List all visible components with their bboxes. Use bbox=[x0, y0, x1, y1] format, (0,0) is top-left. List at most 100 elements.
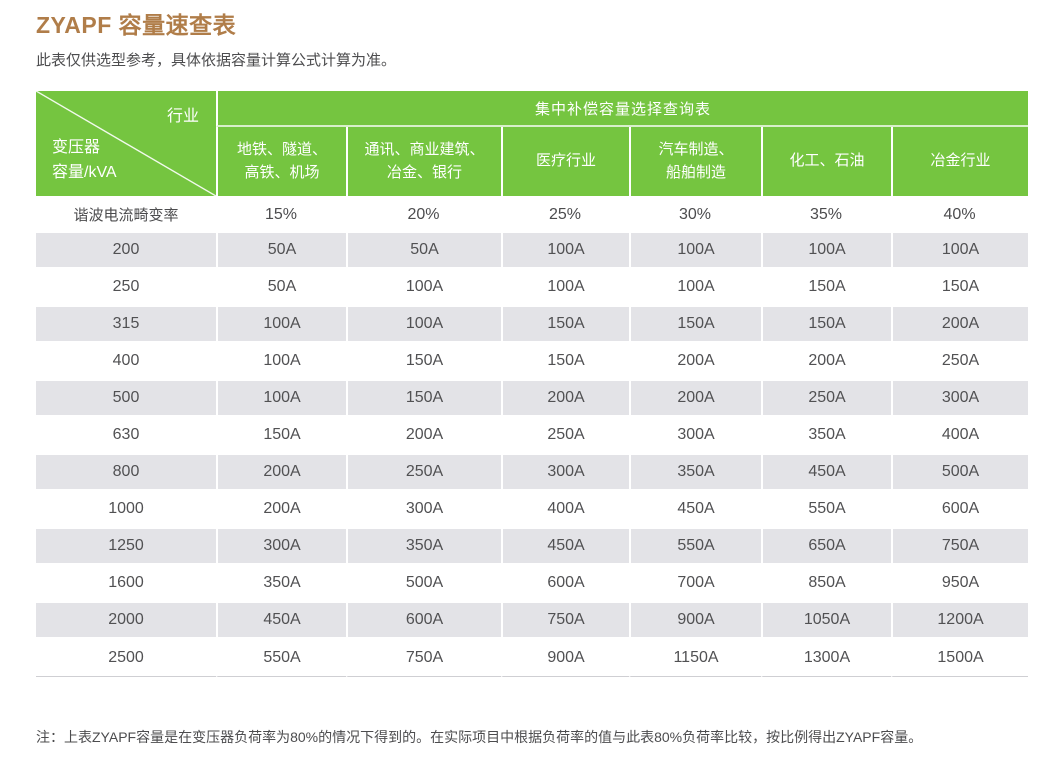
capacity-cell: 350A bbox=[629, 455, 761, 492]
distortion-value: 30% bbox=[629, 196, 761, 233]
column-header-line: 医疗行业 bbox=[535, 152, 596, 170]
corner-transformer-line1: 变压器 bbox=[52, 139, 101, 157]
capacity-cell: 200A bbox=[629, 344, 761, 381]
table-row: 2500 550A 750A 900A 1150A 1300A 1500A bbox=[36, 640, 1029, 677]
capacity-cell: 100A bbox=[501, 270, 629, 307]
table-row: 500 100A 150A 200A 200A 250A 300A bbox=[36, 381, 1029, 418]
kva-cell: 1000 bbox=[36, 492, 216, 529]
capacity-cell: 600A bbox=[346, 603, 501, 640]
capacity-cell: 450A bbox=[501, 529, 629, 566]
capacity-cell: 350A bbox=[761, 418, 891, 455]
kva-cell: 200 bbox=[36, 233, 216, 270]
header-banner-row: 行业 变压器 容量/kVA 集中补偿容量选择查询表 bbox=[36, 91, 1029, 196]
capacity-cell: 750A bbox=[501, 603, 629, 640]
table-row: 2000 450A 600A 750A 900A 1050A 1200A bbox=[36, 603, 1029, 640]
capacity-cell: 150A bbox=[629, 307, 761, 344]
kva-cell: 400 bbox=[36, 344, 216, 381]
column-header-subway-tunnel: 地铁、隧道、 高铁、机场 bbox=[216, 127, 346, 196]
table-row: 200 50A 50A 100A 100A 100A 100A bbox=[36, 233, 1029, 270]
capacity-cell: 150A bbox=[346, 381, 501, 418]
capacity-cell: 150A bbox=[761, 270, 891, 307]
capacity-cell: 300A bbox=[216, 529, 346, 566]
table-banner: 集中补偿容量选择查询表 bbox=[216, 91, 1029, 127]
capacity-cell: 350A bbox=[216, 566, 346, 603]
capacity-cell: 300A bbox=[501, 455, 629, 492]
capacity-cell: 400A bbox=[891, 418, 1029, 455]
corner-transformer-line2: 容量/kVA bbox=[52, 164, 117, 182]
capacity-cell: 150A bbox=[501, 307, 629, 344]
column-header-line: 船舶制造 bbox=[665, 163, 726, 181]
capacity-cell: 750A bbox=[346, 640, 501, 677]
column-header-line: 地铁、隧道、 bbox=[236, 141, 327, 158]
corner-industry-label: 行业 bbox=[166, 108, 199, 125]
column-header-line: 通讯、商业建筑、 bbox=[364, 141, 485, 158]
column-header-line: 化工、石油 bbox=[789, 152, 865, 170]
table-row: 1600 350A 500A 600A 700A 850A 950A bbox=[36, 566, 1029, 603]
table-row: 315 100A 100A 150A 150A 150A 200A bbox=[36, 307, 1029, 344]
capacity-cell: 900A bbox=[629, 603, 761, 640]
capacity-cell: 300A bbox=[346, 492, 501, 529]
capacity-cell: 50A bbox=[216, 270, 346, 307]
corner-cell: 行业 变压器 容量/kVA bbox=[36, 91, 216, 196]
capacity-cell: 950A bbox=[891, 566, 1029, 603]
distortion-value: 25% bbox=[501, 196, 629, 233]
capacity-cell: 100A bbox=[216, 344, 346, 381]
table-row: 630 150A 200A 250A 300A 350A 400A bbox=[36, 418, 1029, 455]
kva-cell: 1250 bbox=[36, 529, 216, 566]
column-header-line: 高铁、机场 bbox=[244, 163, 320, 181]
column-header-line: 汽车制造、 bbox=[658, 141, 734, 158]
capacity-cell: 200A bbox=[761, 344, 891, 381]
capacity-cell: 100A bbox=[501, 233, 629, 270]
column-header-medical: 医疗行业 bbox=[501, 127, 629, 196]
capacity-cell: 100A bbox=[891, 233, 1029, 270]
capacity-cell: 450A bbox=[216, 603, 346, 640]
column-header-chemical-oil: 化工、石油 bbox=[761, 127, 891, 196]
distortion-row: 谐波电流畸变率 15% 20% 25% 30% 35% 40% bbox=[36, 196, 1029, 233]
table-row: 250 50A 100A 100A 100A 150A 150A bbox=[36, 270, 1029, 307]
capacity-cell: 450A bbox=[629, 492, 761, 529]
capacity-cell: 850A bbox=[761, 566, 891, 603]
capacity-cell: 50A bbox=[216, 233, 346, 270]
capacity-cell: 50A bbox=[346, 233, 501, 270]
capacity-cell: 1050A bbox=[761, 603, 891, 640]
distortion-row-label: 谐波电流畸变率 bbox=[36, 196, 216, 233]
kva-cell: 2000 bbox=[36, 603, 216, 640]
capacity-cell: 1300A bbox=[761, 640, 891, 677]
capacity-cell: 550A bbox=[216, 640, 346, 677]
capacity-cell: 200A bbox=[216, 492, 346, 529]
distortion-value: 35% bbox=[761, 196, 891, 233]
capacity-cell: 600A bbox=[501, 566, 629, 603]
header-columns-row: 地铁、隧道、 高铁、机场 通讯、商业建筑、 冶金、银行 医疗行业 汽车制造、 船… bbox=[36, 127, 1029, 196]
column-header-metallurgy: 冶金行业 bbox=[891, 127, 1029, 196]
capacity-cell: 200A bbox=[629, 381, 761, 418]
capacity-cell: 550A bbox=[629, 529, 761, 566]
kva-cell: 630 bbox=[36, 418, 216, 455]
table-row: 800 200A 250A 300A 350A 450A 500A bbox=[36, 455, 1029, 492]
capacity-cell: 200A bbox=[501, 381, 629, 418]
capacity-cell: 200A bbox=[216, 455, 346, 492]
capacity-cell: 300A bbox=[891, 381, 1029, 418]
table-row: 1250 300A 350A 450A 550A 650A 750A bbox=[36, 529, 1029, 566]
capacity-cell: 900A bbox=[501, 640, 629, 677]
capacity-cell: 450A bbox=[761, 455, 891, 492]
capacity-cell: 500A bbox=[891, 455, 1029, 492]
capacity-cell: 100A bbox=[761, 233, 891, 270]
capacity-cell: 550A bbox=[761, 492, 891, 529]
capacity-cell: 100A bbox=[346, 270, 501, 307]
capacity-cell: 250A bbox=[761, 381, 891, 418]
table-row: 400 100A 150A 150A 200A 200A 250A bbox=[36, 344, 1029, 381]
page-title: ZYAPF 容量速查表 bbox=[36, 12, 237, 38]
capacity-cell: 250A bbox=[346, 455, 501, 492]
capacity-cell: 100A bbox=[629, 233, 761, 270]
capacity-cell: 500A bbox=[346, 566, 501, 603]
diagonal-divider bbox=[36, 91, 216, 196]
capacity-cell: 1150A bbox=[629, 640, 761, 677]
capacity-cell: 150A bbox=[216, 418, 346, 455]
capacity-cell: 1200A bbox=[891, 603, 1029, 640]
column-header-telecom-commercial: 通讯、商业建筑、 冶金、银行 bbox=[346, 127, 501, 196]
column-header-automobile-ship: 汽车制造、 船舶制造 bbox=[629, 127, 761, 196]
corner-transformer-label: 变压器 容量/kVA bbox=[52, 136, 117, 186]
capacity-cell: 750A bbox=[891, 529, 1029, 566]
capacity-cell: 1500A bbox=[891, 640, 1029, 677]
capacity-cell: 100A bbox=[346, 307, 501, 344]
